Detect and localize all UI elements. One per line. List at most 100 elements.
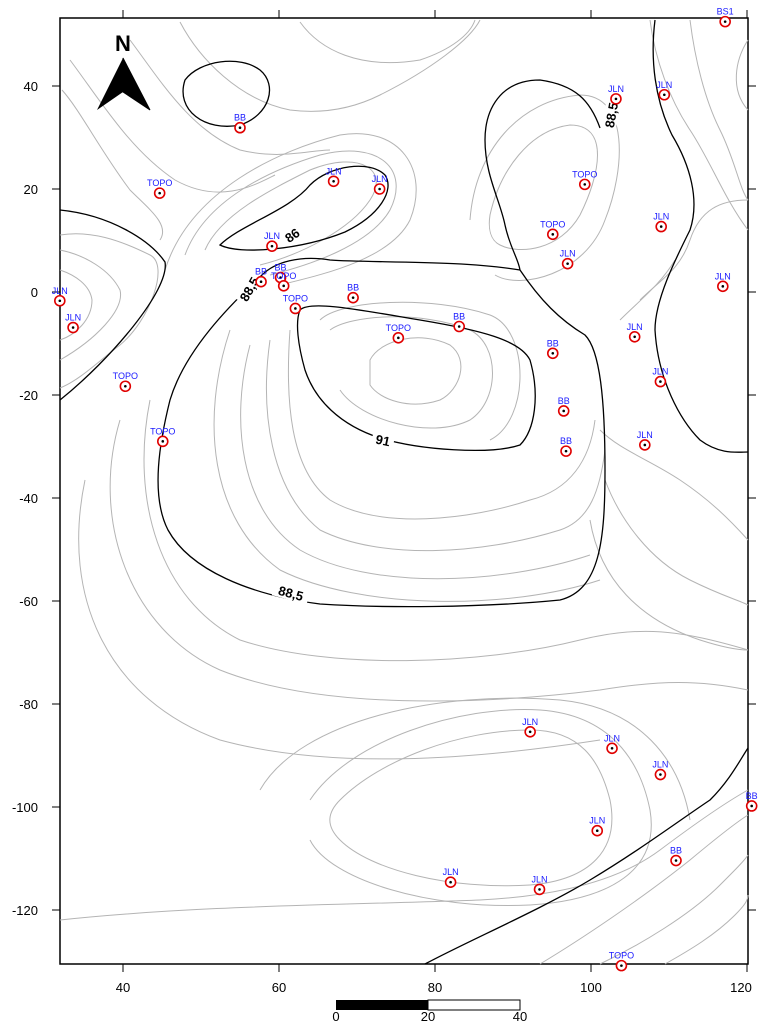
survey-point: TOPO	[540, 219, 565, 241]
point-center	[721, 285, 725, 288]
contour-label-86: 86	[282, 225, 302, 246]
point-center	[659, 773, 662, 776]
survey-point: JLN	[652, 367, 668, 388]
point-label: TOPO	[540, 219, 565, 229]
survey-point: JLN	[608, 84, 624, 105]
point-label: TOPO	[113, 371, 138, 381]
point-label: JLN	[522, 717, 538, 727]
survey-point: JLN	[532, 874, 548, 896]
survey-point: JLN	[715, 271, 731, 293]
contour-86	[218, 165, 389, 251]
y-tick-label: 0	[31, 285, 38, 300]
contour-line	[213, 329, 601, 602]
survey-point: JLN	[627, 322, 643, 343]
point-label: TOPO	[609, 951, 634, 961]
contour-labels: 86 88,5 88,5 91 88,5	[235, 99, 621, 605]
survey-point: JLN	[52, 286, 68, 307]
point-label: JLN	[653, 212, 669, 222]
contour-line	[266, 339, 606, 552]
point-label: TOPO	[271, 271, 296, 281]
point-center	[58, 299, 62, 303]
axis-ticks	[52, 10, 756, 972]
contour-line	[599, 854, 749, 965]
point-label: TOPO	[283, 293, 308, 303]
point-center	[158, 191, 161, 195]
point-center	[259, 280, 263, 284]
major-contours	[59, 19, 749, 965]
survey-point: JLN	[65, 313, 81, 334]
survey-point: TOPO	[271, 271, 296, 292]
point-center	[663, 93, 666, 97]
point-label: BB	[547, 338, 559, 348]
point-center	[564, 449, 568, 453]
survey-point: JLN	[522, 717, 538, 738]
point-label: JLN	[637, 430, 653, 440]
contour-line	[604, 479, 749, 606]
point-label: TOPO	[150, 426, 175, 436]
survey-point: TOPO	[113, 371, 138, 393]
point-center	[124, 384, 127, 388]
point-center	[723, 20, 727, 23]
contour-line	[369, 337, 462, 405]
survey-point: BB	[234, 113, 246, 134]
survey-point: JLN	[372, 174, 388, 195]
point-center	[294, 307, 297, 310]
contour-line	[204, 161, 377, 266]
survey-point: BB	[560, 436, 572, 457]
contour-line	[59, 249, 122, 361]
contour-line	[599, 429, 749, 541]
y-tick-label: -60	[19, 594, 38, 609]
contour-line	[287, 329, 596, 520]
survey-point: TOPO	[150, 426, 175, 448]
survey-point: BB	[347, 283, 359, 304]
point-center	[270, 244, 274, 248]
point-label: BB	[560, 436, 572, 446]
x-axis-labels: 40 60 80 100 120	[116, 980, 752, 995]
contour-line	[589, 519, 749, 651]
contour-line	[539, 814, 749, 965]
point-label: JLN	[627, 322, 643, 332]
contour-line	[164, 133, 417, 286]
point-label: BB	[255, 267, 267, 277]
point-label: JLN	[326, 166, 342, 176]
point-center	[610, 746, 614, 750]
point-label: BB	[670, 846, 682, 856]
contour-line	[184, 150, 397, 276]
contour-line	[179, 19, 481, 112]
scale-label: 0	[332, 1009, 339, 1024]
survey-point: TOPO	[609, 951, 634, 972]
point-center	[620, 964, 623, 967]
y-axis-labels: 40 20 0 -20 -40 -60 -80 -100 -120	[12, 79, 38, 918]
point-center	[449, 880, 452, 884]
point-label: JLN	[532, 874, 548, 884]
contour-line	[61, 89, 164, 241]
survey-point: BS1	[717, 7, 734, 28]
point-label: TOPO	[147, 178, 172, 188]
survey-point: JLN	[326, 166, 342, 188]
contour-line	[329, 316, 493, 429]
point-center	[643, 443, 647, 447]
x-tick-label: 60	[272, 980, 286, 995]
survey-point: JLN	[653, 212, 669, 233]
contour-line	[240, 344, 591, 580]
scale-bar: 0 20 40	[332, 999, 527, 1024]
survey-point: TOPO	[283, 293, 308, 315]
y-tick-label: -40	[19, 491, 38, 506]
survey-point: JLN	[637, 430, 653, 451]
x-tick-label: 120	[730, 980, 752, 995]
point-center	[538, 888, 541, 891]
point-center	[528, 730, 532, 734]
survey-point: JLN	[604, 733, 620, 755]
contour-upper-left-closed	[182, 60, 271, 127]
y-tick-label: -80	[19, 697, 38, 712]
contour-line	[488, 124, 598, 251]
contour-line	[319, 301, 521, 441]
y-tick-label: 20	[24, 182, 38, 197]
point-center	[397, 336, 400, 340]
contour-line	[59, 233, 159, 389]
point-center	[332, 179, 335, 183]
point-label: JLN	[443, 867, 459, 877]
point-label: JLN	[65, 313, 81, 323]
point-label: JLN	[652, 760, 668, 770]
